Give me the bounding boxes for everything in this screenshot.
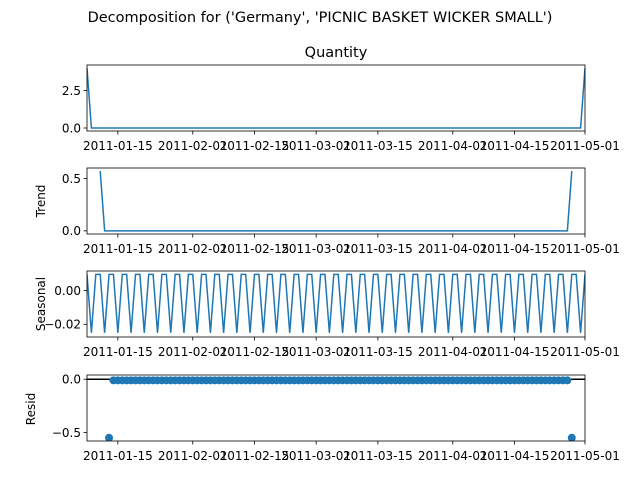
panel-seasonal-xtick-label: 2011-04-15 [480,345,550,359]
panel-resid-ylabel: Resid [24,393,38,425]
panel-seasonal-xtick-label: 2011-05-01 [550,345,620,359]
panel-trend-xtick-label: 2011-04-01 [418,242,488,256]
panel-trend: Trend 0.0 0.5 2011-01-15 2011-02-012011-02-… [34,167,620,256]
panel-quantity-frame [86,64,586,132]
panel-trend-ytick-label: 0.0 [62,224,81,238]
panel-resid-xtick-label: 2011-05-01 [550,449,620,463]
panel-resid-xtick-label: 2011-02-15 [220,449,290,463]
panel-resid-xtick-label: 2011-02-01 [158,449,228,463]
panel-quantity-xtick-label: 2011-02-01 [158,139,228,153]
panel-trend-ylabel: Trend [34,185,48,219]
panel-trend-xtick-label: 2011-05-01 [550,242,620,256]
panel-seasonal-xtick-label: 2011-02-15 [220,345,290,359]
panel-resid-xtick-label: 2011-03-15 [343,449,413,463]
panel-trend-xtick-label: 2011-01-15 [83,242,153,256]
panel-seasonal-data [87,273,585,333]
panel-resid-data [87,376,585,441]
panel-trend-xtick-label: 2011-03-01 [281,242,351,256]
panel-resid-xtick-label: 2011-01-15 [83,449,153,463]
panel-seasonal-xtick-label: 2011-02-01 [158,345,228,359]
panel-quantity-xtick-label: 2011-01-15 [83,139,153,153]
panel-quantity-xtick-label: 2011-04-15 [480,139,550,153]
resid-point [563,376,572,385]
panel-resid-frame [86,374,586,442]
panel-quantity-data [87,67,585,129]
panel-resid-ytick-label: 0.0 [62,373,81,387]
panel-trend-xtick-label: 2011-04-15 [480,242,550,256]
figure-suptitle: Decomposition for ('Germany', 'PICNIC BA… [88,10,553,26]
panel-quantity-xtick-label: 2011-05-01 [550,139,620,153]
panel-trend-series-line [99,170,573,232]
panel-seasonal-ytick-label: −0.02 [44,318,81,332]
panel-seasonal-frame [86,270,586,338]
panel-seasonal-series-line [87,273,585,333]
panel-trend-data [99,170,573,232]
panel-trend-xtick-label: 2011-03-15 [343,242,413,256]
panel-quantity-xtick-label: 2011-03-15 [343,139,413,153]
panel-seasonal-ylabel: Seasonal [34,277,48,331]
panel-quantity-ytick-label: 0.0 [62,121,81,135]
panel-seasonal-xtick-label: 2011-03-15 [343,345,413,359]
panel-quantity-ytick-label: 2.5 [62,84,81,98]
panel-quantity-xtick-label: 2011-03-01 [281,139,351,153]
resid-outlier-point [567,433,576,441]
panel-quantity-title: Quantity [305,45,368,61]
panel-resid-xtick-label: 2011-03-01 [281,449,351,463]
panel-resid-ytick-label: −0.5 [52,426,81,440]
panel-trend-ytick-label: 0.5 [62,172,81,186]
panel-quantity-xtick-label: 2011-02-15 [220,139,290,153]
panel-seasonal-xtick-label: 2011-04-01 [418,345,488,359]
panel-quantity-series-line [87,67,585,129]
panel-trend-xtick-label: 2011-02-01 [158,242,228,256]
panel-trend-frame [86,167,586,235]
panel-seasonal-ytick-label: 0.00 [54,284,81,298]
panel-resid-xtick-label: 2011-04-15 [480,449,550,463]
panel-resid-xtick-label: 2011-04-01 [418,449,488,463]
panel-seasonal-xtick-label: 2011-03-01 [281,345,351,359]
panel-trend-xtick-label: 2011-02-15 [220,242,290,256]
resid-outlier-point [105,433,114,441]
panel-seasonal-xtick-label: 2011-01-15 [83,345,153,359]
panel-quantity-xtick-label: 2011-04-01 [418,139,488,153]
